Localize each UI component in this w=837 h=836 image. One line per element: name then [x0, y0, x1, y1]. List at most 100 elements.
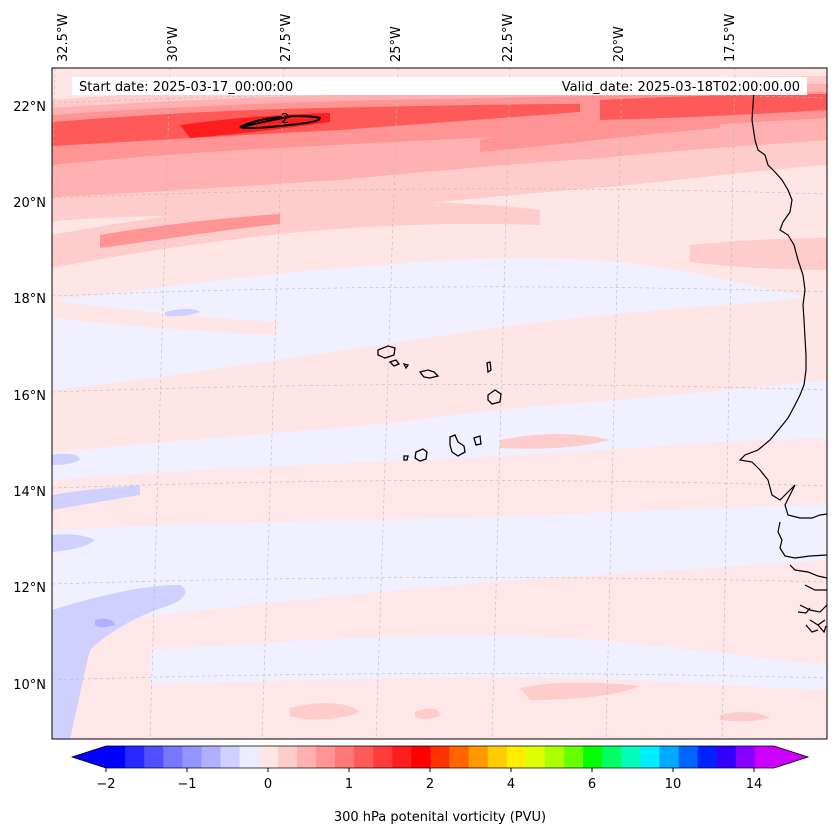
pv-neg-patch-2	[52, 485, 140, 510]
colorbar-segment	[735, 746, 756, 768]
cb-tick-label: 4	[507, 777, 515, 792]
colorbar-segment	[430, 746, 450, 768]
colorbar-segment	[335, 746, 355, 768]
lat-label-20n: 20°N	[13, 196, 46, 211]
colorbar-segment	[697, 746, 718, 768]
colorbar-title: 300 hPa potenital vorticity (PVU)	[334, 810, 546, 825]
colorbar-segment	[163, 746, 183, 768]
meridian-30w	[149, 68, 171, 739]
parallel-10n	[52, 673, 827, 681]
lat-label-10n: 10°N	[13, 678, 46, 693]
pv-zone-south-gap	[52, 505, 827, 630]
colorbar-segment	[525, 746, 546, 768]
parallel-18n	[52, 286, 827, 297]
colorbar-segment	[754, 746, 775, 768]
colorbar-segment	[468, 746, 489, 768]
cape-verde-islands	[377, 345, 502, 462]
island-sao-nicolau	[418, 369, 440, 379]
pv-band-strong-4	[52, 104, 580, 146]
coastlines	[738, 89, 827, 634]
pv-band-19n	[52, 202, 540, 268]
colorbar-segment	[354, 746, 374, 768]
pv-neg-patch-4	[52, 453, 80, 465]
colorbar-segment	[487, 746, 508, 768]
pv-neg-patch-5	[165, 309, 200, 317]
contour-label: 2	[281, 112, 289, 127]
parallel-22n	[52, 92, 827, 104]
colorbar-segment	[392, 746, 412, 768]
lat-label-16n: 16°N	[13, 389, 46, 404]
colorbar-segment	[296, 746, 317, 768]
colorbar-segment	[106, 746, 126, 768]
pv-band-core	[180, 113, 330, 138]
parallel-12n	[52, 577, 827, 585]
island-maio	[473, 435, 482, 446]
colorbar-segment	[125, 746, 145, 768]
pv-contour-fill	[52, 68, 827, 739]
pv-zone-mid	[52, 296, 827, 452]
island-sao-vicente	[388, 359, 401, 367]
cb-tick-label: 6	[588, 777, 596, 792]
island-santo-antao	[377, 345, 396, 359]
colorbar-segment	[449, 746, 470, 768]
africa-coastline	[738, 89, 827, 626]
pv-band-east	[480, 118, 720, 152]
pv-zone-south-gap2	[150, 635, 827, 690]
colorbar-segment	[544, 746, 565, 768]
colorbar-segment	[602, 746, 622, 768]
parallel-14n	[52, 480, 827, 489]
meridian-25w	[375, 68, 399, 739]
pv-pos-blob-1	[520, 682, 640, 700]
lat-label-18n: 18°N	[13, 292, 46, 307]
colorbar-segment	[411, 746, 431, 768]
colorbar-segment	[583, 746, 603, 768]
colorbar-segment	[182, 746, 202, 768]
colorbar-extend-low	[72, 746, 106, 768]
colorbar-segment	[373, 746, 393, 768]
colorbar-segment	[564, 746, 584, 768]
pv-band-ne	[600, 94, 827, 120]
pv-pos-blob-4	[500, 434, 610, 449]
meridian-22.5w	[491, 68, 511, 739]
pv-band-19n-east	[690, 238, 827, 270]
meridian-27.5w	[261, 68, 285, 739]
colorbar-segment	[621, 746, 641, 768]
pv-pos-blob-2	[290, 703, 360, 720]
colorbar: −2 −1 0 1 2 4 6 10 14 300 hPa potenital …	[70, 745, 810, 825]
lat-label-12n: 12°N	[13, 581, 46, 596]
colorbar-segments	[106, 746, 775, 768]
pv-band-17n	[52, 330, 580, 420]
contour-line-2	[239, 114, 322, 130]
cb-tick-label: −1	[177, 777, 196, 792]
colorbar-segment	[716, 746, 737, 768]
parallel-16n	[52, 384, 827, 393]
lon-label-17.5w: 17.5°W	[723, 14, 738, 62]
pv-neg-patch-1	[52, 585, 186, 739]
cb-tick-label: 2	[426, 777, 434, 792]
lon-label-20w: 20°W	[612, 26, 627, 62]
meridian-20w	[605, 68, 623, 739]
colorbar-segment	[506, 746, 527, 768]
colorbar-segment	[239, 746, 260, 768]
latitude-labels: 22°N 20°N 18°N 16°N 14°N 12°N 10°N	[13, 100, 46, 693]
colorbar-extend-high	[774, 746, 808, 768]
colorbar-segment	[220, 746, 240, 768]
lon-label-22.5w: 22.5°W	[501, 14, 516, 62]
lon-label-25w: 25°W	[389, 26, 404, 62]
colorbar-segment	[277, 746, 298, 768]
island-santa-luzia	[402, 363, 410, 370]
valid-date-label: Valid_date: 2025-03-18T02:00:00.00	[562, 80, 800, 95]
lon-label-30w: 30°W	[166, 26, 181, 62]
colorbar-segment	[659, 746, 679, 768]
cb-tick-label: −2	[96, 777, 115, 792]
colorbar-segment	[201, 746, 221, 768]
island-brava	[403, 455, 409, 461]
island-santiago	[449, 434, 466, 457]
lon-label-32.5w: 32.5°W	[56, 14, 71, 62]
colorbar-segment	[315, 746, 336, 768]
graticule	[52, 68, 827, 739]
africa-islands-bissagos	[797, 607, 827, 634]
cb-tick-label: 0	[264, 777, 272, 792]
cb-tick-label: 14	[746, 777, 763, 792]
